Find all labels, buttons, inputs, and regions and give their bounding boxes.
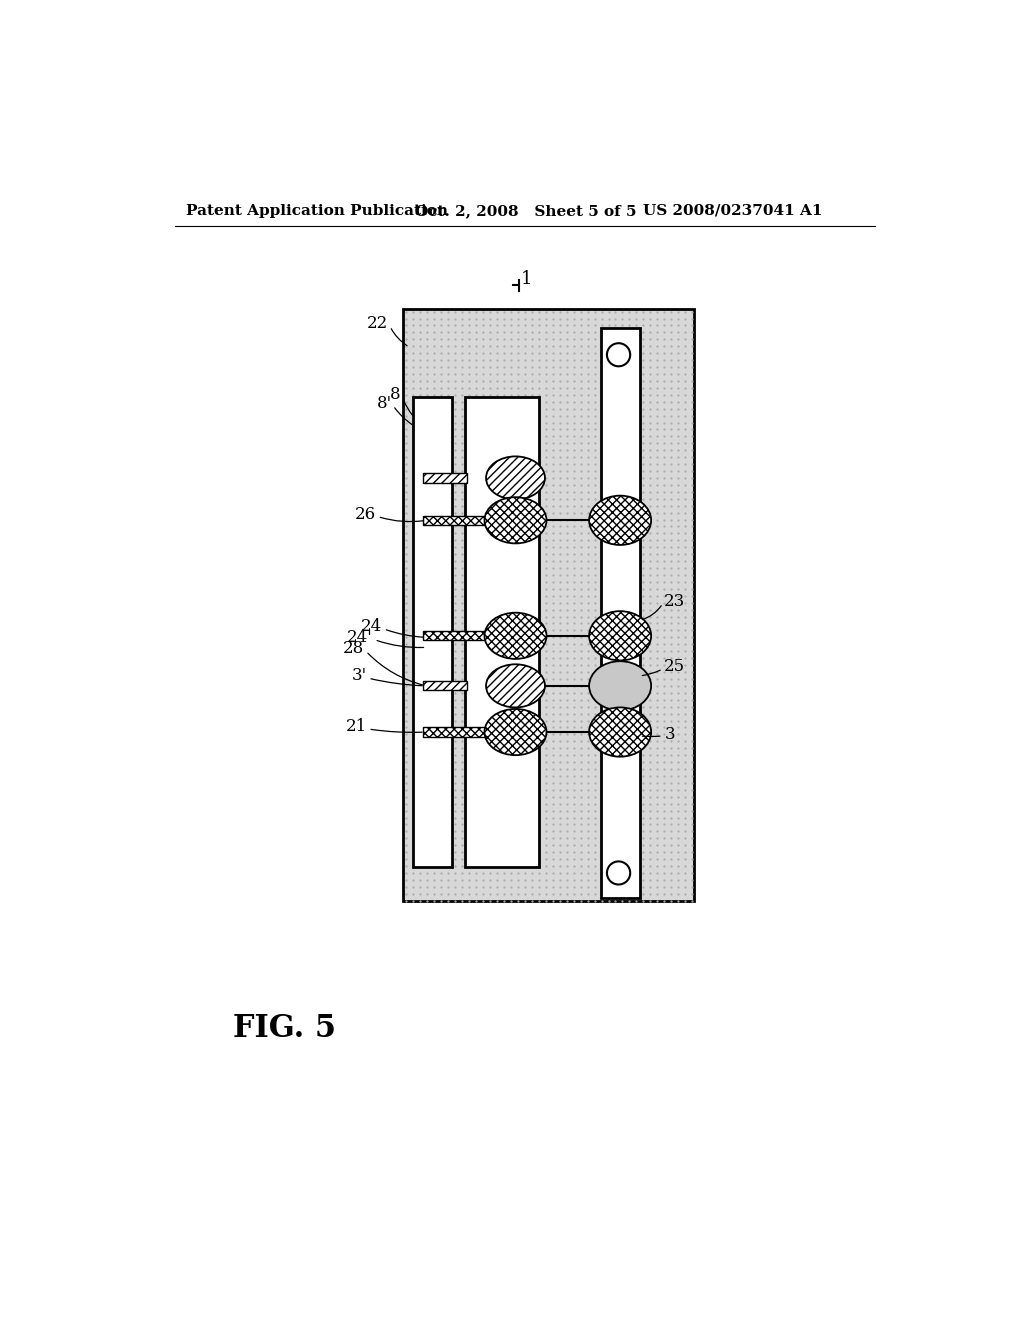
Bar [403,309,693,902]
Text: 8': 8' [377,395,391,412]
Ellipse shape [589,661,651,710]
Bar [423,681,467,690]
Text: 3: 3 [665,726,675,743]
Text: 26: 26 [355,506,376,523]
Circle shape [607,862,630,884]
Text: FIG. 5: FIG. 5 [232,1012,336,1044]
Text: 24': 24' [347,628,373,645]
Ellipse shape [589,496,651,545]
Text: Oct. 2, 2008   Sheet 5 of 5: Oct. 2, 2008 Sheet 5 of 5 [415,203,636,218]
Text: 24: 24 [360,618,382,635]
Text: 23: 23 [665,593,685,610]
Ellipse shape [589,708,651,756]
Text: 28: 28 [343,640,365,657]
Ellipse shape [484,498,547,544]
Text: 21: 21 [345,718,367,735]
Text: 22: 22 [368,315,388,333]
Text: 3': 3' [351,668,367,684]
Text: 8: 8 [390,387,400,404]
Ellipse shape [486,664,545,708]
Bar [465,397,539,867]
Bar [423,516,544,525]
Bar [601,327,640,898]
Ellipse shape [589,611,651,660]
Text: US 2008/0237041 A1: US 2008/0237041 A1 [643,203,823,218]
Bar [423,727,544,737]
Bar [414,397,452,867]
Circle shape [607,343,630,366]
Ellipse shape [484,612,547,659]
Text: Patent Application Publication: Patent Application Publication [186,203,449,218]
Text: 25: 25 [665,659,685,675]
Bar [423,631,544,640]
Bar [423,474,467,483]
Ellipse shape [484,709,547,755]
Text: 1: 1 [521,271,532,288]
Ellipse shape [486,457,545,499]
